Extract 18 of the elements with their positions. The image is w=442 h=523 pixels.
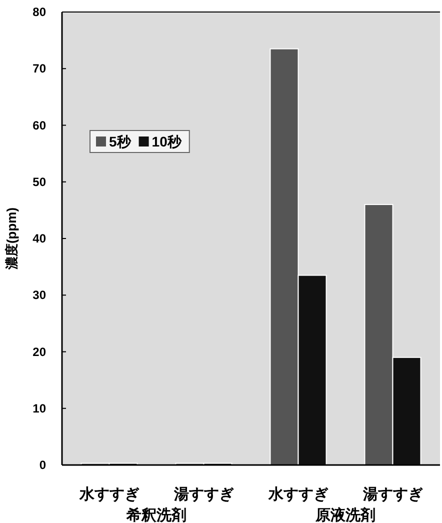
ytick: 10 [32,401,46,416]
ytick: 0 [39,458,46,472]
ytick: 70 [32,62,46,76]
legend-label: 10秒 [152,134,182,150]
legend-label: 5秒 [109,134,132,150]
xtick: 湯すすぎ [362,486,423,503]
ytick: 50 [32,174,46,189]
xtick: 湯すすぎ [174,486,234,503]
ylabel: 濃度(ppm) [4,207,19,270]
ytick: 20 [32,344,46,359]
xtick: 水すすぎ [268,486,328,503]
annotation: 希釈洗剤 [126,507,186,523]
ytick: 60 [32,118,46,132]
ytick: 40 [32,232,46,246]
annotation: 原液洗剤 [316,507,376,523]
ytick: 80 [32,5,46,19]
xtick: 水すすぎ [79,486,140,503]
ytick: 30 [32,288,46,302]
